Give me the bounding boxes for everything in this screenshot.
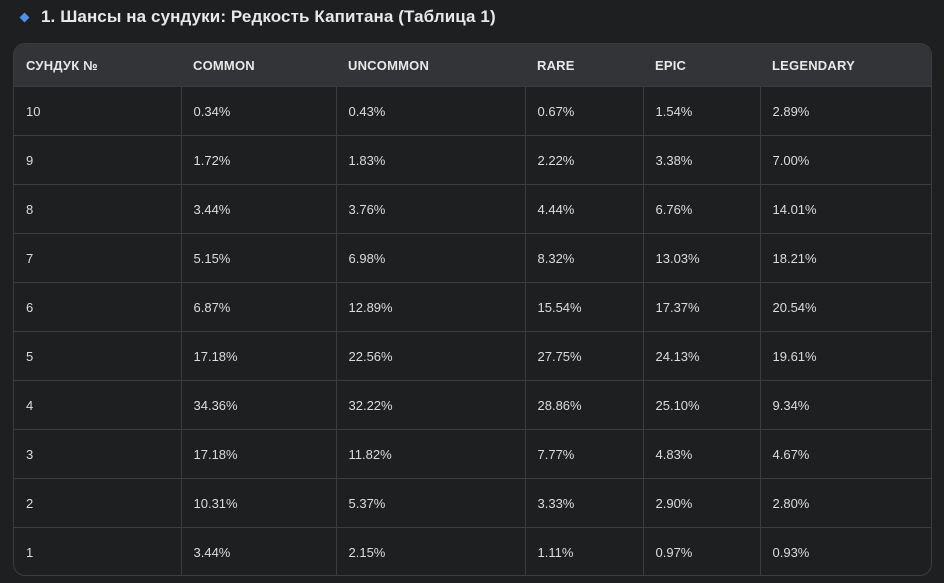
cell-chest-number: 10 [14, 86, 181, 136]
cell-chest-number: 5 [14, 331, 181, 381]
cell-epic: 25.10% [642, 380, 760, 430]
cell-rare: 4.44% [524, 184, 643, 234]
cell-chest-number: 6 [14, 282, 181, 332]
header-row: СУНДУК № COMMON UNCOMMON RARE EPIC LEGEN… [14, 44, 931, 87]
table-body: 10 0.34% 0.43% 0.67% 1.54% 2.89% 9 1.72% 1.83% 2.… [14, 86, 931, 575]
cell-epic: 2.90% [642, 478, 760, 528]
cell-epic: 17.37% [642, 282, 760, 332]
table-row: 7 5.15% 6.98% 8.32% 13.03% 18.21% [14, 233, 931, 283]
cell-rare: 7.77% [524, 429, 643, 479]
cell-epic: 3.38% [642, 135, 760, 185]
column-header-legendary: LEGENDARY [760, 44, 931, 87]
cell-chest-number: 3 [14, 429, 181, 479]
cell-chest-number: 4 [14, 380, 181, 430]
cell-uncommon: 6.98% [335, 233, 525, 283]
cell-epic: 4.83% [642, 429, 760, 479]
cell-chest-number: 8 [14, 184, 181, 234]
cell-uncommon: 32.22% [335, 380, 525, 430]
column-header-uncommon: UNCOMMON [336, 44, 525, 87]
cell-epic: 13.03% [642, 233, 760, 283]
cell-rare: 28.86% [524, 380, 643, 430]
cell-epic: 1.54% [642, 86, 760, 136]
cell-uncommon: 11.82% [335, 429, 525, 479]
cell-rare: 0.67% [524, 86, 643, 136]
cell-common: 6.87% [180, 282, 336, 332]
cell-common: 3.44% [180, 527, 336, 575]
cell-chest-number: 2 [14, 478, 181, 528]
cell-rare: 1.11% [524, 527, 643, 575]
chest-odds-table: СУНДУК № COMMON UNCOMMON RARE EPIC LEGEN… [14, 44, 931, 575]
cell-rare: 2.22% [524, 135, 643, 185]
table-row: 5 17.18% 22.56% 27.75% 24.13% 19.61% [14, 331, 931, 381]
diamond-bullet-icon [19, 12, 30, 22]
section-heading: 1. Шансы на сундуки: Редкость Капитана (… [19, 5, 496, 29]
column-header-epic: EPIC [643, 44, 760, 87]
cell-common: 17.18% [180, 331, 336, 381]
cell-legendary: 0.93% [759, 527, 931, 575]
cell-legendary: 2.89% [759, 86, 931, 136]
cell-epic: 24.13% [642, 331, 760, 381]
cell-legendary: 2.80% [759, 478, 931, 528]
cell-uncommon: 22.56% [335, 331, 525, 381]
table-row: 8 3.44% 3.76% 4.44% 6.76% 14.01% [14, 184, 931, 234]
table-row: 9 1.72% 1.83% 2.22% 3.38% 7.00% [14, 135, 931, 185]
column-header-chest-number: СУНДУК № [14, 44, 181, 87]
cell-uncommon: 12.89% [335, 282, 525, 332]
cell-common: 3.44% [180, 184, 336, 234]
cell-uncommon: 0.43% [335, 86, 525, 136]
table-row: 10 0.34% 0.43% 0.67% 1.54% 2.89% [14, 86, 931, 136]
cell-uncommon: 3.76% [335, 184, 525, 234]
cell-common: 1.72% [180, 135, 336, 185]
table-row: 6 6.87% 12.89% 15.54% 17.37% 20.54% [14, 282, 931, 332]
cell-common: 0.34% [180, 86, 336, 136]
cell-common: 5.15% [180, 233, 336, 283]
cell-chest-number: 7 [14, 233, 181, 283]
heading-title: 1. Шансы на сундуки: Редкость Капитана (… [41, 7, 496, 26]
cell-uncommon: 5.37% [335, 478, 525, 528]
cell-rare: 27.75% [524, 331, 643, 381]
cell-legendary: 14.01% [759, 184, 931, 234]
chest-odds-table-container: СУНДУК № COMMON UNCOMMON RARE EPIC LEGEN… [13, 43, 932, 576]
cell-legendary: 20.54% [759, 282, 931, 332]
cell-uncommon: 1.83% [335, 135, 525, 185]
cell-legendary: 4.67% [759, 429, 931, 479]
cell-rare: 15.54% [524, 282, 643, 332]
table-row: 4 34.36% 32.22% 28.86% 25.10% 9.34% [14, 380, 931, 430]
cell-legendary: 18.21% [759, 233, 931, 283]
table-header: СУНДУК № COMMON UNCOMMON RARE EPIC LEGEN… [14, 44, 931, 87]
column-header-rare: RARE [525, 44, 643, 87]
cell-common: 10.31% [180, 478, 336, 528]
table-row: 1 3.44% 2.15% 1.11% 0.97% 0.93% [14, 527, 931, 575]
cell-chest-number: 9 [14, 135, 181, 185]
cell-legendary: 19.61% [759, 331, 931, 381]
table-row: 2 10.31% 5.37% 3.33% 2.90% 2.80% [14, 478, 931, 528]
cell-legendary: 7.00% [759, 135, 931, 185]
cell-epic: 6.76% [642, 184, 760, 234]
column-header-common: COMMON [181, 44, 336, 87]
cell-legendary: 9.34% [759, 380, 931, 430]
cell-rare: 8.32% [524, 233, 643, 283]
cell-epic: 0.97% [642, 527, 760, 575]
cell-chest-number: 1 [14, 527, 181, 575]
table-row: 3 17.18% 11.82% 7.77% 4.83% 4.67% [14, 429, 931, 479]
cell-rare: 3.33% [524, 478, 643, 528]
cell-common: 34.36% [180, 380, 336, 430]
cell-uncommon: 2.15% [335, 527, 525, 575]
cell-common: 17.18% [180, 429, 336, 479]
